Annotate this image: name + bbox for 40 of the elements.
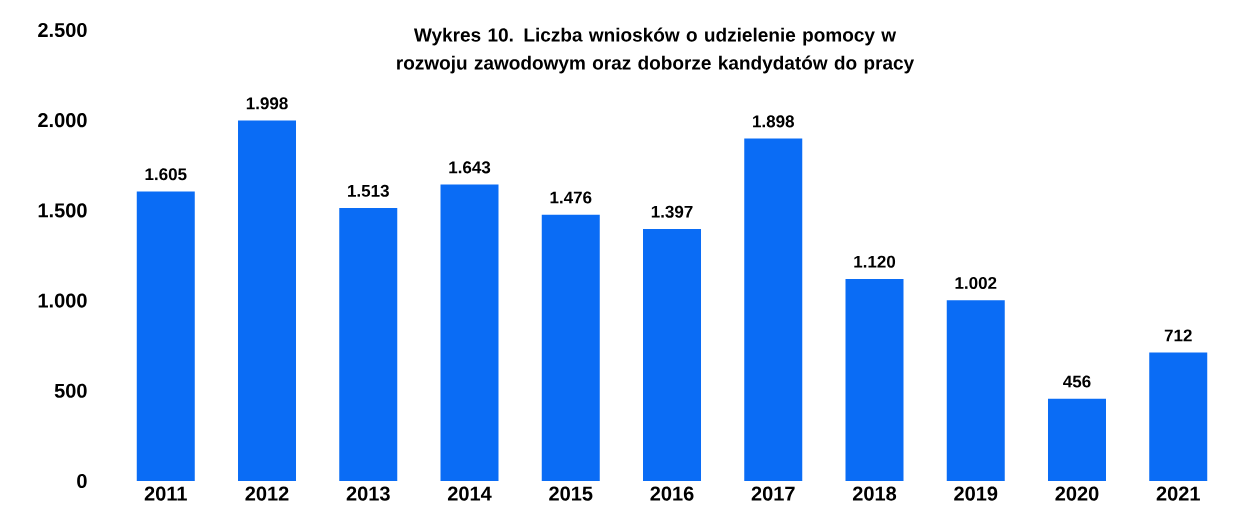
y-tick-label: 1.000 [38,293,87,308]
bar [845,278,904,481]
bar [643,228,701,481]
data-label: 1.998 [246,97,288,110]
y-tick-label: 1.500 [38,203,87,218]
y-tick-label: 2.000 [38,113,87,128]
text: Wykres 10. Liczba wniosków o udzielenie pomocy w rozwoju zawodowym oraz doborze kandydatów do pracy [397,27,915,74]
data-label: 1.120 [854,255,896,268]
bar [744,138,803,481]
bar [1048,398,1106,481]
data-label: 1.002 [955,276,997,290]
x-tick-label: 2013 [346,486,390,501]
data-label: 1.397 [651,205,693,218]
x-tick-label: 2015 [549,486,593,501]
x-tick-label: 2011 [144,486,187,501]
data-label: 1.476 [550,191,592,204]
bar [136,191,195,481]
data-label: 456 [1063,375,1091,388]
x-tick-label: 2017 [751,486,795,501]
y-tick-label: 0 [77,473,87,489]
y-tick-label: 2.500 [38,22,87,38]
data-label: 1.898 [753,115,794,128]
x-tick-label: 2014 [447,486,492,501]
x-tick-label: 2019 [954,486,998,501]
x-tick-label: 2012 [245,486,289,501]
x-tick-label: 2020 [1055,486,1099,501]
x-tick-label: 2021 [1156,486,1200,501]
data-label: 1.513 [348,184,389,197]
x-tick-label: 2016 [650,486,694,501]
bar [541,214,600,481]
data-label: 1.643 [449,161,491,174]
y-tick-label: 500 [54,383,87,398]
bar [238,120,297,481]
data-label: 1.605 [145,168,187,181]
bar [946,300,1005,481]
bar [440,184,499,481]
data-label: 712 [1164,329,1192,342]
bar [1149,352,1208,481]
bar [339,208,398,481]
x-tick-label: 2018 [852,486,897,501]
